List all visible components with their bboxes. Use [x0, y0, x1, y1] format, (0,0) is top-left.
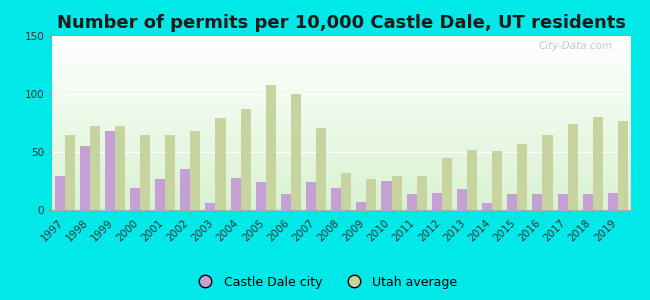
Bar: [467, 150, 477, 210]
Bar: [582, 194, 593, 210]
Bar: [165, 135, 176, 210]
Bar: [190, 131, 200, 210]
Bar: [417, 176, 427, 210]
Bar: [332, 188, 341, 210]
Bar: [618, 121, 628, 210]
Bar: [608, 193, 618, 210]
Bar: [90, 127, 100, 210]
Bar: [216, 118, 226, 210]
Bar: [593, 117, 603, 210]
Bar: [155, 179, 165, 210]
Bar: [180, 169, 190, 210]
Title: Number of permits per 10,000 Castle Dale, UT residents: Number of permits per 10,000 Castle Dale…: [57, 14, 626, 32]
Bar: [140, 135, 150, 210]
Bar: [407, 194, 417, 210]
Bar: [105, 131, 115, 210]
Bar: [64, 135, 75, 210]
Bar: [205, 203, 216, 210]
Bar: [80, 146, 90, 210]
Bar: [382, 181, 391, 210]
Bar: [367, 179, 376, 210]
Bar: [558, 194, 567, 210]
Bar: [442, 158, 452, 210]
Legend: Castle Dale city, Utah average: Castle Dale city, Utah average: [188, 271, 462, 294]
Bar: [432, 193, 442, 210]
Bar: [316, 128, 326, 210]
Bar: [356, 202, 367, 210]
Bar: [532, 194, 543, 210]
Bar: [266, 85, 276, 210]
Bar: [543, 135, 552, 210]
Bar: [55, 176, 64, 210]
Bar: [231, 178, 240, 210]
Bar: [507, 194, 517, 210]
Bar: [291, 94, 301, 210]
Bar: [255, 182, 266, 210]
Text: City-Data.com: City-Data.com: [539, 41, 613, 51]
Bar: [492, 151, 502, 210]
Bar: [567, 124, 578, 210]
Bar: [130, 188, 140, 210]
Bar: [281, 194, 291, 210]
Bar: [482, 203, 492, 210]
Bar: [391, 176, 402, 210]
Bar: [306, 182, 316, 210]
Bar: [517, 144, 527, 210]
Bar: [115, 127, 125, 210]
Bar: [341, 173, 351, 210]
Bar: [457, 189, 467, 210]
Bar: [240, 109, 251, 210]
